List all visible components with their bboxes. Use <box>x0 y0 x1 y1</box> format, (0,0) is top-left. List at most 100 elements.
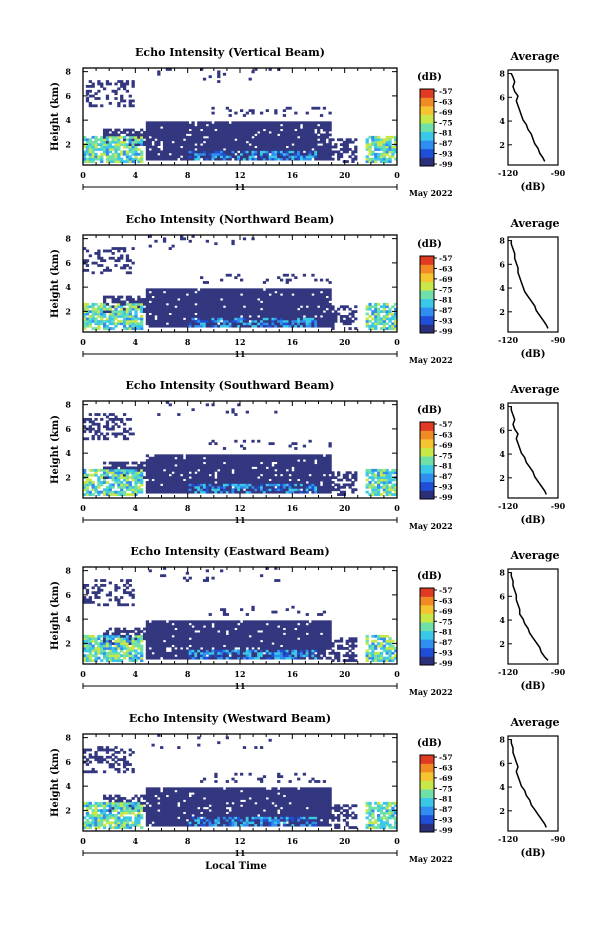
x-tick-label: 20 <box>339 836 351 846</box>
average-x-label: -90 <box>551 335 566 345</box>
x-tick-label: 16 <box>287 503 299 513</box>
colorbar-swatch <box>420 789 434 799</box>
average-title: Average <box>509 217 559 230</box>
average-y-label: 6 <box>499 92 505 102</box>
echo-heatmap <box>83 235 397 330</box>
average-profile-line <box>510 739 547 828</box>
average-y-label: 8 <box>499 69 505 79</box>
x-tick-label: 8 <box>185 836 191 846</box>
average-y-label: 8 <box>499 402 505 412</box>
colorbar-swatch <box>420 97 434 107</box>
date-label: 11 <box>234 848 245 858</box>
average-x-label: -120 <box>498 501 518 511</box>
y-tick-label: 6 <box>65 258 71 268</box>
x-tick-label: 0 <box>394 170 400 180</box>
colorbar-unit: (dB) <box>417 571 442 582</box>
average-title: Average <box>509 50 559 63</box>
average-frame <box>507 402 559 499</box>
panel-title: Echo Intensity (Eastward Beam) <box>130 545 329 558</box>
colorbar-swatch <box>420 596 434 606</box>
colorbar-label: -57 <box>439 420 453 429</box>
average-x-label: -120 <box>498 834 518 844</box>
colorbar-label: -93 <box>439 816 453 825</box>
x-tick-label: 4 <box>133 836 139 846</box>
average-x-label: -120 <box>498 335 518 345</box>
colorbar-unit: (dB) <box>417 72 442 83</box>
colorbar-label: -69 <box>439 441 453 450</box>
average-profile-line <box>510 572 549 661</box>
y-tick-label: 2 <box>65 805 71 815</box>
x-tick-label: 8 <box>185 669 191 679</box>
x-tick-label: 0 <box>80 836 86 846</box>
average-y-label: 4 <box>499 283 505 293</box>
average-x-axis-label: (dB) <box>521 681 546 692</box>
colorbar-swatch <box>420 290 434 300</box>
average-x-label: -90 <box>551 667 566 677</box>
x-tick-label: 12 <box>234 170 245 180</box>
colorbar-swatch <box>420 456 434 466</box>
average-profile-line <box>510 240 549 329</box>
average-x-label: -120 <box>498 667 518 677</box>
colorbar-swatch <box>420 157 434 167</box>
colorbar-swatch <box>420 256 434 265</box>
y-axis-label: Height (km) <box>50 249 61 318</box>
y-tick-label: 8 <box>65 400 71 410</box>
x-tick-label: 4 <box>133 669 139 679</box>
average-x-label: -90 <box>551 168 566 178</box>
y-tick-label: 6 <box>65 590 71 600</box>
average-frame <box>507 735 559 832</box>
y-axis-label: Height (km) <box>50 82 61 151</box>
colorbar-label: -99 <box>439 493 453 502</box>
colorbar-swatch <box>420 281 434 291</box>
colorbar-label: -63 <box>439 430 453 439</box>
month-label: May 2022 <box>409 854 453 864</box>
colorbar-swatch <box>420 622 434 632</box>
average-frame <box>507 236 559 333</box>
colorbar-label: -57 <box>439 753 453 762</box>
panel-title: Echo Intensity (Southward Beam) <box>126 379 335 392</box>
average-y-label: 2 <box>499 639 505 649</box>
colorbar-swatch <box>420 763 434 773</box>
month-label: May 2022 <box>409 687 453 697</box>
date-label: 11 <box>234 182 245 192</box>
average-title: Average <box>509 549 559 562</box>
y-tick-label: 8 <box>65 733 71 743</box>
colorbar-frame <box>419 88 435 167</box>
colorbar-swatch <box>420 464 434 474</box>
x-tick-label: 20 <box>339 170 351 180</box>
panel-4: Echo Intensity (Eastward Beam) 2 4 6 8 Height… <box>50 545 566 697</box>
average-x-label: -90 <box>551 834 566 844</box>
average-frame <box>507 568 559 665</box>
colorbar-label: -69 <box>439 774 453 783</box>
colorbar-label: -87 <box>439 805 453 814</box>
colorbar-swatch <box>420 264 434 274</box>
colorbar-swatch <box>420 755 434 764</box>
colorbar-swatch <box>420 639 434 649</box>
x-tick-label: 20 <box>339 669 351 679</box>
x-tick-label: 12 <box>234 669 245 679</box>
colorbar-label: -75 <box>439 118 453 127</box>
panel-title: Echo Intensity (Westward Beam) <box>129 712 331 725</box>
x-tick-label: 0 <box>394 669 400 679</box>
x-tick-label: 8 <box>185 337 191 347</box>
x-tick-label: 0 <box>80 170 86 180</box>
colorbar-label: -69 <box>439 275 453 284</box>
y-tick-label: 4 <box>65 115 71 125</box>
month-label: May 2022 <box>409 521 453 531</box>
colorbar-label: -81 <box>439 129 453 138</box>
colorbar-swatch <box>420 806 434 816</box>
colorbar-label: -57 <box>439 254 453 263</box>
x-tick-label: 0 <box>80 669 86 679</box>
average-frame <box>507 69 559 166</box>
average-y-label: 2 <box>499 806 505 816</box>
x-tick-label: 8 <box>185 170 191 180</box>
colorbar-swatch <box>420 430 434 440</box>
colorbar-swatch <box>420 315 434 325</box>
x-tick-label: 16 <box>287 170 299 180</box>
x-tick-label: 0 <box>80 503 86 513</box>
colorbar-label: -63 <box>439 763 453 772</box>
x-tick-label: 12 <box>234 337 245 347</box>
x-tick-label: 4 <box>133 337 139 347</box>
y-tick-label: 2 <box>65 139 71 149</box>
average-y-label: 6 <box>499 758 505 768</box>
